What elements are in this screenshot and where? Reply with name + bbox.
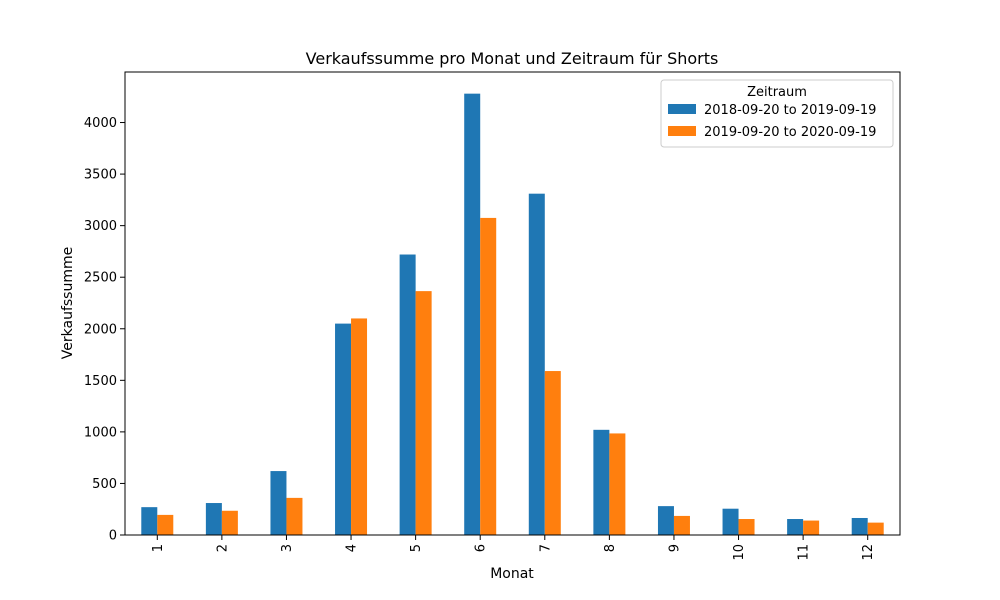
x-tick-label: 1: [151, 544, 166, 552]
bar-series-2-month-7: [544, 371, 561, 535]
bar-series-1-month-6: [464, 93, 481, 535]
bar-series-1-month-9: [657, 506, 674, 535]
bar-series-1-month-8: [593, 429, 610, 535]
x-tick-label: 11: [797, 544, 812, 561]
bar-series-1-month-11: [787, 519, 804, 535]
x-tick-label: 2: [215, 544, 230, 552]
plot-frame: [124, 71, 901, 536]
y-tick-label: 500: [92, 477, 117, 492]
y-axis: 0 500 1000 1500 2000 2500 3000 3500 4000: [84, 116, 125, 544]
y-tick-label: 1500: [84, 374, 117, 389]
x-tick-label: 4: [345, 544, 360, 552]
bar-series-2-month-1: [157, 514, 174, 535]
x-tick-label: 5: [409, 544, 424, 552]
y-tick-label: 2000: [84, 322, 117, 337]
bar-series-1-month-5: [399, 254, 416, 536]
bar-series-2-month-6: [480, 217, 497, 535]
x-tick-label: 6: [474, 544, 489, 552]
bar-series-2-month-12: [867, 522, 884, 535]
x-tick-label: 7: [538, 544, 553, 552]
legend-box: [660, 79, 894, 148]
bar-series-2-month-3: [286, 497, 303, 535]
bar-series-2-month-10: [738, 519, 755, 535]
legend-swatch-series-2: [668, 126, 696, 136]
y-tick-label: 1000: [84, 425, 117, 440]
bar-series-1-month-12: [851, 517, 868, 535]
bar-series-2-month-9: [673, 515, 690, 535]
x-tick-label: 10: [732, 544, 747, 561]
x-tick-label: 3: [280, 544, 295, 552]
x-axis: 1 2 3 4 5 6 7 8 9 10 11 12: [151, 535, 876, 561]
legend-swatch-series-1: [668, 104, 696, 114]
legend-title: Zeitraum: [747, 85, 807, 100]
bar-series-1-month-3: [270, 471, 287, 535]
legend: Zeitraum 2018-09-20 to 2019-09-19 2019-0…: [660, 79, 894, 148]
x-tick-label: 8: [603, 544, 618, 552]
bar-series-2-month-5: [415, 291, 432, 535]
x-axis-label: Monat: [490, 566, 534, 582]
bar-series-1-month-2: [205, 503, 222, 535]
legend-label-series-1: 2018-09-20 to 2019-09-19: [704, 103, 876, 118]
y-tick-label: 2500: [84, 271, 117, 286]
y-axis-label: Verkaufssumme: [60, 247, 76, 359]
y-tick-label: 0: [109, 529, 117, 544]
y-tick-label: 4000: [84, 116, 117, 131]
bar-series-2-month-11: [803, 520, 820, 535]
bars-group: [141, 93, 884, 536]
bar-series-1-month-4: [335, 323, 352, 535]
bar-series-2-month-8: [609, 433, 626, 535]
y-tick-label: 3000: [84, 219, 117, 234]
bar-series-2-month-2: [221, 510, 238, 535]
bar-series-1-month-7: [528, 193, 545, 535]
legend-label-series-2: 2019-09-20 to 2020-09-19: [704, 125, 876, 140]
x-tick-label: 9: [667, 544, 682, 552]
bar-series-2-month-4: [351, 318, 368, 535]
bar-series-1-month-10: [722, 508, 739, 535]
chart-title: Verkaufssumme pro Monat und Zeitraum für…: [306, 49, 719, 68]
x-tick-label: 12: [861, 544, 876, 561]
bar-series-1-month-1: [141, 507, 158, 535]
y-tick-label: 3500: [84, 168, 117, 183]
